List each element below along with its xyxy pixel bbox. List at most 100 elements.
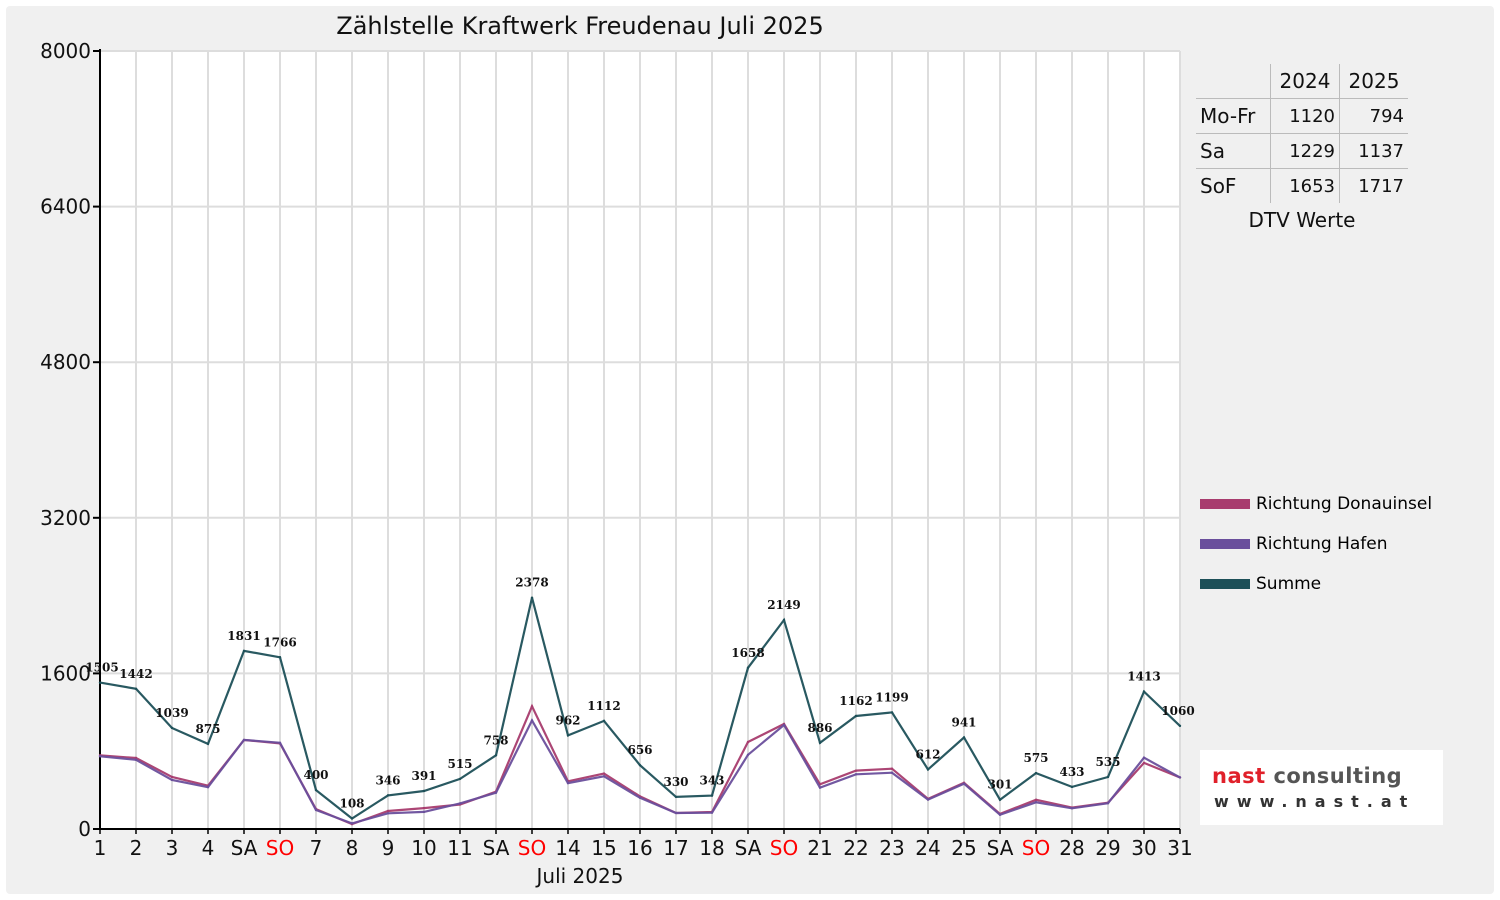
- data-point: [926, 768, 930, 771]
- dtv-caption: DTV Werte: [1248, 208, 1356, 232]
- data-point: [1142, 690, 1146, 693]
- data-point: [242, 738, 246, 742]
- data-label: 656: [627, 743, 652, 757]
- y-tick-label: 6400: [40, 195, 91, 219]
- legend-swatch: [1200, 539, 1250, 549]
- data-point: [1178, 724, 1182, 728]
- x-tick-label: 16: [627, 836, 652, 860]
- dtv-header-2024: 2024: [1270, 64, 1340, 99]
- data-point: [854, 714, 858, 718]
- data-point: [350, 817, 354, 820]
- data-label: 1658: [731, 646, 764, 660]
- x-tick-label: 10: [411, 836, 436, 860]
- data-point: [530, 719, 534, 722]
- data-label: 875: [195, 722, 220, 736]
- data-point: [1106, 802, 1110, 805]
- x-tick-label: SO: [518, 836, 546, 860]
- data-label: 433: [1059, 765, 1084, 779]
- x-tick-label: 17: [663, 836, 688, 860]
- data-label: 330: [663, 775, 688, 789]
- dtv-corner: [1196, 64, 1271, 99]
- x-tick-label: 22: [843, 836, 868, 860]
- data-label-layer: 1505 1442 1039 875 1831 1766 400 108 346 391 515 75…: [85, 576, 1194, 811]
- data-point: [1070, 785, 1074, 789]
- x-tick-label: 23: [879, 836, 904, 860]
- legend-swatch: [1200, 499, 1250, 509]
- data-point: [422, 806, 426, 810]
- data-point: [1034, 771, 1038, 775]
- dtv-row-label: SoF: [1196, 168, 1271, 203]
- x-tick-label: 2: [130, 836, 143, 860]
- data-point: [242, 649, 246, 653]
- data-point: [1178, 776, 1182, 779]
- data-point: [458, 802, 462, 805]
- data-label: 400: [303, 768, 328, 782]
- series-layer: [98, 596, 1182, 826]
- x-tick-label: 31: [1167, 836, 1192, 860]
- data-point: [746, 753, 750, 756]
- data-point: [746, 666, 750, 669]
- x-tick-label: 15: [591, 836, 616, 860]
- dtv-row: Mo-Fr 1120 794: [1196, 98, 1408, 134]
- data-point: [854, 769, 858, 772]
- data-label: 108: [339, 796, 364, 810]
- data-label: 1162: [839, 694, 872, 708]
- y-axis-title: [10, 428, 28, 440]
- data-point: [890, 771, 894, 774]
- data-point: [998, 813, 1002, 817]
- data-point: [170, 726, 174, 730]
- data-point: [962, 736, 966, 739]
- data-point: [602, 772, 606, 775]
- chart-title: Zählstelle Kraftwerk Freudenau Juli 2025: [336, 12, 824, 40]
- x-tick-label: 7: [310, 836, 323, 860]
- data-label: 612: [915, 747, 940, 761]
- data-point: [890, 711, 894, 714]
- data-label: 2149: [767, 598, 800, 612]
- data-point: [602, 775, 606, 778]
- data-point: [494, 754, 498, 757]
- data-point: [1142, 761, 1146, 765]
- data-point: [278, 656, 282, 659]
- logo-url: www.nast.at: [1214, 792, 1416, 811]
- y-tick-label: 3200: [40, 506, 91, 530]
- data-label: 1831: [227, 629, 260, 643]
- data-point: [1034, 798, 1038, 802]
- dtv-table: 2024 2025 Mo-Fr 1120 794 Sa 1229 1137 So…: [1196, 64, 1408, 203]
- data-point: [566, 781, 570, 785]
- data-point: [278, 741, 282, 745]
- x-tick-label: SA: [987, 836, 1014, 860]
- x-tick-label: 29: [1095, 836, 1120, 860]
- data-point: [674, 795, 678, 799]
- data-point: [386, 794, 390, 797]
- data-point: [638, 796, 642, 799]
- data-point: [1070, 807, 1074, 810]
- data-point: [818, 786, 822, 789]
- x-tick-label: 1: [94, 836, 107, 860]
- data-point: [530, 705, 534, 708]
- data-point: [494, 791, 498, 794]
- data-point: [422, 810, 426, 814]
- data-label: 886: [807, 721, 832, 735]
- data-point: [134, 758, 138, 761]
- x-tick-label: SA: [483, 836, 510, 860]
- data-label: 1039: [155, 706, 188, 720]
- data-point: [710, 811, 714, 814]
- data-point: [314, 788, 318, 792]
- x-tick-label: SO: [1022, 836, 1050, 860]
- data-label: 343: [699, 774, 724, 788]
- data-label: 575: [1023, 751, 1048, 765]
- data-label: 535: [1095, 755, 1120, 769]
- data-label: 1442: [119, 667, 152, 681]
- x-tick-label: 9: [382, 836, 395, 860]
- logo-name-a: nast: [1212, 764, 1274, 788]
- x-tick-label: 18: [699, 836, 724, 860]
- legend-label: Richtung Hafen: [1256, 534, 1388, 554]
- data-point: [1034, 801, 1038, 804]
- dtv-value-2024: 1653: [1270, 168, 1340, 203]
- data-point: [890, 767, 894, 770]
- grid-layer: [99, 50, 1181, 830]
- logo-name-b: consulting: [1273, 764, 1403, 788]
- dtv-value-2024: 1229: [1270, 133, 1340, 169]
- y-tick-label: 8000: [40, 39, 91, 63]
